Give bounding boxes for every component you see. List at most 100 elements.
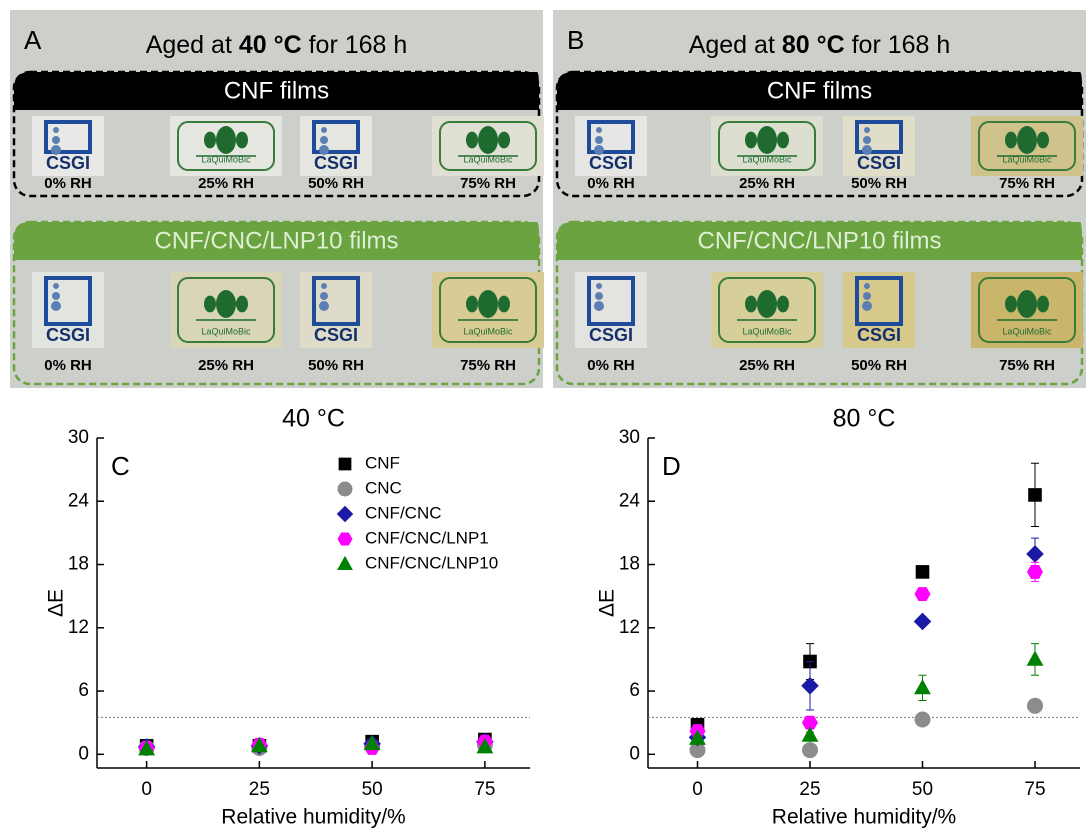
- x-tick-label: 25: [799, 779, 820, 800]
- chart-title: 40 °C: [282, 405, 345, 433]
- y-tick-label: 6: [629, 680, 640, 701]
- logo-text: LaQuiMoBic: [201, 154, 251, 164]
- logo-tree: [1017, 126, 1037, 154]
- logo-tree: [498, 295, 510, 313]
- chart: 80 °C D 0 6 12 18 24 30 0 25 50 75 Relative humidity…: [596, 405, 1080, 829]
- title-part: for 168 h: [845, 31, 951, 59]
- title-part: Aged at: [689, 31, 782, 59]
- y-tick-label: 24: [619, 490, 641, 511]
- title-part: 80 °C: [782, 31, 845, 59]
- chart-title: 80 °C: [833, 405, 896, 433]
- logo-text: LaQuiMoBic: [463, 154, 513, 164]
- logo-dot: [595, 136, 603, 144]
- legend-marker: [337, 555, 353, 570]
- marker: [802, 742, 818, 759]
- logo-dot: [595, 292, 603, 300]
- logo-dot: [53, 127, 59, 133]
- logo-text: CSGI: [314, 325, 358, 345]
- logo-tree: [1005, 295, 1017, 313]
- chart: 40 °C C 0 6 12 18 24 30 0 25 50 75 Relative humidity…: [45, 405, 530, 829]
- logo-text: CSGI: [589, 325, 633, 345]
- legend-marker: [337, 481, 353, 497]
- rh-label: 25% RH: [739, 175, 795, 192]
- logo-text: LaQuiMoBic: [463, 326, 513, 336]
- y-tick-label: 24: [68, 490, 90, 511]
- legend-marker: [338, 457, 352, 471]
- logo-dot: [319, 145, 329, 155]
- logo-dot: [862, 301, 872, 311]
- y-tick-label: 18: [619, 554, 640, 575]
- logo-tree: [745, 131, 757, 149]
- title-part: Aged at: [146, 31, 239, 59]
- y-tick-label: 18: [68, 554, 89, 575]
- rh-label: 25% RH: [739, 357, 795, 374]
- logo-frame: [718, 277, 816, 343]
- legend-marker: [336, 505, 354, 523]
- group-title: CNF/CNC/LNP10 films: [154, 227, 398, 254]
- panel-label: C: [111, 451, 130, 481]
- logo-text: LaQuiMoBic: [742, 326, 792, 336]
- logo-text: CSGI: [857, 153, 901, 173]
- logo-dot: [594, 301, 604, 311]
- panel-label: A: [24, 25, 42, 55]
- marker: [1026, 545, 1044, 563]
- logo-frame: [312, 120, 360, 154]
- logo-tree: [466, 295, 478, 313]
- logo-tree: [1037, 295, 1049, 313]
- marker: [914, 711, 931, 728]
- group-border: [555, 220, 1084, 386]
- y-tick-label: 0: [629, 743, 640, 764]
- logo-tree: [466, 131, 478, 149]
- logo-frame: [439, 277, 537, 343]
- rh-label: 50% RH: [308, 175, 364, 192]
- logo-dot: [594, 145, 604, 155]
- legend-label: CNC: [365, 478, 402, 497]
- logo-tree: [478, 126, 498, 154]
- group-header: [557, 72, 1082, 110]
- rh-label: 75% RH: [999, 175, 1055, 192]
- legend-marker: [337, 532, 353, 546]
- logo-text: CSGI: [46, 325, 90, 345]
- logo-tree: [236, 295, 248, 313]
- logo-dot: [51, 301, 61, 311]
- x-axis-label: Relative humidity/%: [772, 806, 956, 829]
- logo-text: CSGI: [589, 153, 633, 173]
- marker: [802, 715, 818, 730]
- photo-panel: A Aged at 40 °C for 168 h CNF films CSGI 0% …: [10, 10, 544, 388]
- panel-label: D: [662, 451, 681, 481]
- marker: [801, 676, 819, 695]
- logo-tree: [204, 131, 216, 149]
- y-axis-label: ΔE: [45, 589, 68, 617]
- logo-dot: [320, 136, 328, 144]
- logo-frame: [978, 121, 1076, 171]
- logo-text: LaQuiMoBic: [742, 154, 792, 164]
- logo-tree: [236, 131, 248, 149]
- logo-tree: [777, 295, 789, 313]
- logo-dot: [320, 292, 328, 300]
- rh-label: 0% RH: [44, 357, 92, 374]
- marker: [1027, 697, 1043, 714]
- marker: [250, 737, 268, 753]
- logo-frame: [855, 276, 903, 326]
- logo-frame: [44, 276, 92, 326]
- marker: [1026, 650, 1044, 666]
- logo-dot: [864, 127, 870, 133]
- marker: [689, 742, 706, 759]
- logo-dot: [596, 127, 602, 133]
- rh-label: 0% RH: [587, 175, 635, 192]
- marker: [913, 612, 932, 631]
- marker: [1027, 564, 1043, 579]
- x-tick-label: 25: [249, 779, 270, 800]
- marker: [1028, 488, 1042, 502]
- x-axis-label: Relative humidity/%: [221, 806, 405, 829]
- logo-frame: [718, 121, 816, 171]
- logo-dot: [52, 292, 60, 300]
- rh-label: 50% RH: [851, 357, 907, 374]
- logo-tree: [1037, 131, 1049, 149]
- logo-frame: [587, 276, 635, 326]
- logo-text: LaQuiMoBic: [1002, 326, 1052, 336]
- logo-text: LaQuiMoBic: [1002, 154, 1052, 164]
- logo-dot: [863, 136, 871, 144]
- x-tick-label: 0: [141, 779, 152, 800]
